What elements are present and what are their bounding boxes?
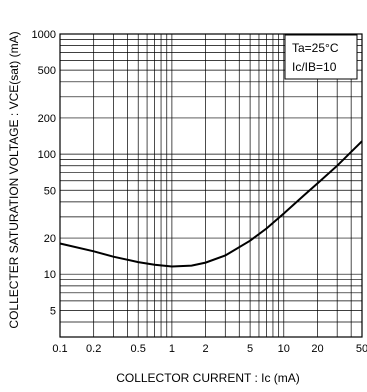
y-tick-label: 20 [44,233,56,245]
x-tick-labels: 0.1 0.2 0.5 1 2 5 10 20 50 [52,343,367,355]
y-tick-label: 100 [38,149,56,161]
y-tick-label: 10 [44,269,56,281]
y-tick-labels: 1000 500 200 100 50 20 10 5 [32,29,56,317]
annotation-current-ratio: Ic/IB=10 [292,60,337,74]
x-tick-label: 20 [311,343,323,355]
y-tick-label: 50 [44,185,56,197]
y-tick-label: 1000 [32,29,56,41]
annotation-temperature: Ta=25°C [292,41,339,55]
series-line [59,140,363,268]
x-tick-label: 2 [203,343,209,355]
x-tick-label: 1 [169,343,175,355]
x-tick-label: 50 [356,343,367,355]
x-tick-label: 0.2 [86,343,101,355]
x-tick-label: 0.5 [131,343,146,355]
y-tick-label: 5 [50,305,56,317]
x-tick-label: 10 [278,343,290,355]
y-tick-label: 500 [38,65,56,77]
y-axis-title: COLLECTER SATURATION VOLTAGE : VCE(sat) … [7,31,21,328]
annotation-box [284,34,358,80]
y-tick-label: 200 [38,113,56,125]
x-tick-label: 0.1 [52,343,67,355]
x-axis-title: COLLECTOR CURRENT : Ic (mA) [116,371,300,385]
x-tick-label: 5 [247,343,253,355]
plot-frame [59,33,363,338]
